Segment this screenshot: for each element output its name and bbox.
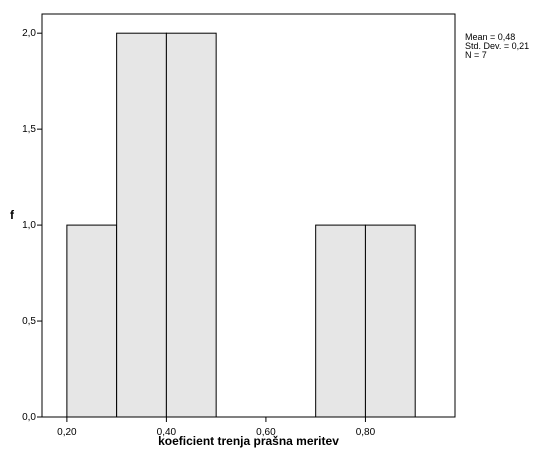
histogram-bar [165,32,217,418]
histogram-bar [116,32,167,418]
y-tick-label: 0,0 [22,412,36,423]
y-tick-label: 2,0 [22,28,36,39]
x-tick-label: 0,40 [157,427,177,438]
y-axis: 0,0 0,5 1,0 1,5 2,0 [22,28,42,423]
x-tick-label: 0,80 [356,427,376,438]
stats-std-dev: Std. Dev. = 0,21 [465,41,530,51]
x-axis-title: koeficient trenja prašna meritev [158,434,339,448]
y-tick-label: 1,5 [22,124,36,135]
stats-n: N = 7 [465,50,487,60]
stats-mean: Mean = 0,48 [465,32,516,42]
x-tick-label: 0,20 [57,427,77,438]
y-tick-label: 0,5 [22,316,36,327]
stats-legend: Mean = 0,48 Std. Dev. = 0,21 N = 7 [465,33,529,60]
bars-group [66,32,416,418]
histogram-bar [315,224,366,418]
histogram-bar [66,224,118,418]
x-tick-label: 0,60 [256,427,276,438]
y-axis-title: f [10,208,15,222]
histogram-bar [364,224,416,418]
plot-frame [41,13,456,418]
x-axis: 0,20 0,40 0,60 0,80 [57,417,376,438]
y-tick-label: 1,0 [22,220,36,231]
